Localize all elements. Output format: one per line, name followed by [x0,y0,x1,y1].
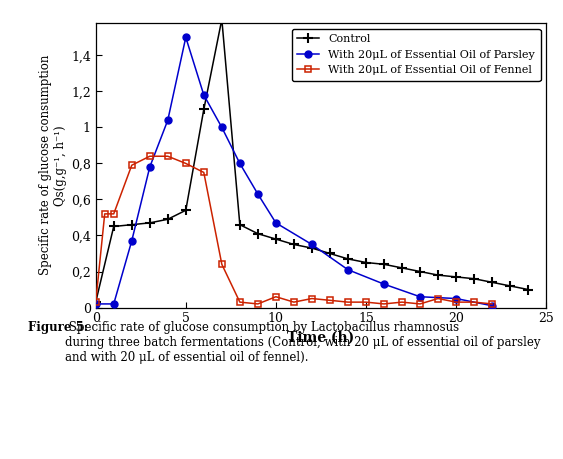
Text: Figure 5:: Figure 5: [28,321,88,334]
Text: Specific rate of glucose consumption by Lactobacillus rhamnosus
during three bat: Specific rate of glucose consumption by … [65,321,540,364]
Legend: Control, With 20μL of Essential Oil of Parsley, With 20μL of Essential Oil of Fe: Control, With 20μL of Essential Oil of P… [292,28,540,81]
X-axis label: Time (h): Time (h) [287,331,355,345]
Y-axis label: Specific rate of glucose consumption
Qs(g,g⁻¹, h⁻¹): Specific rate of glucose consumption Qs(… [39,55,67,275]
